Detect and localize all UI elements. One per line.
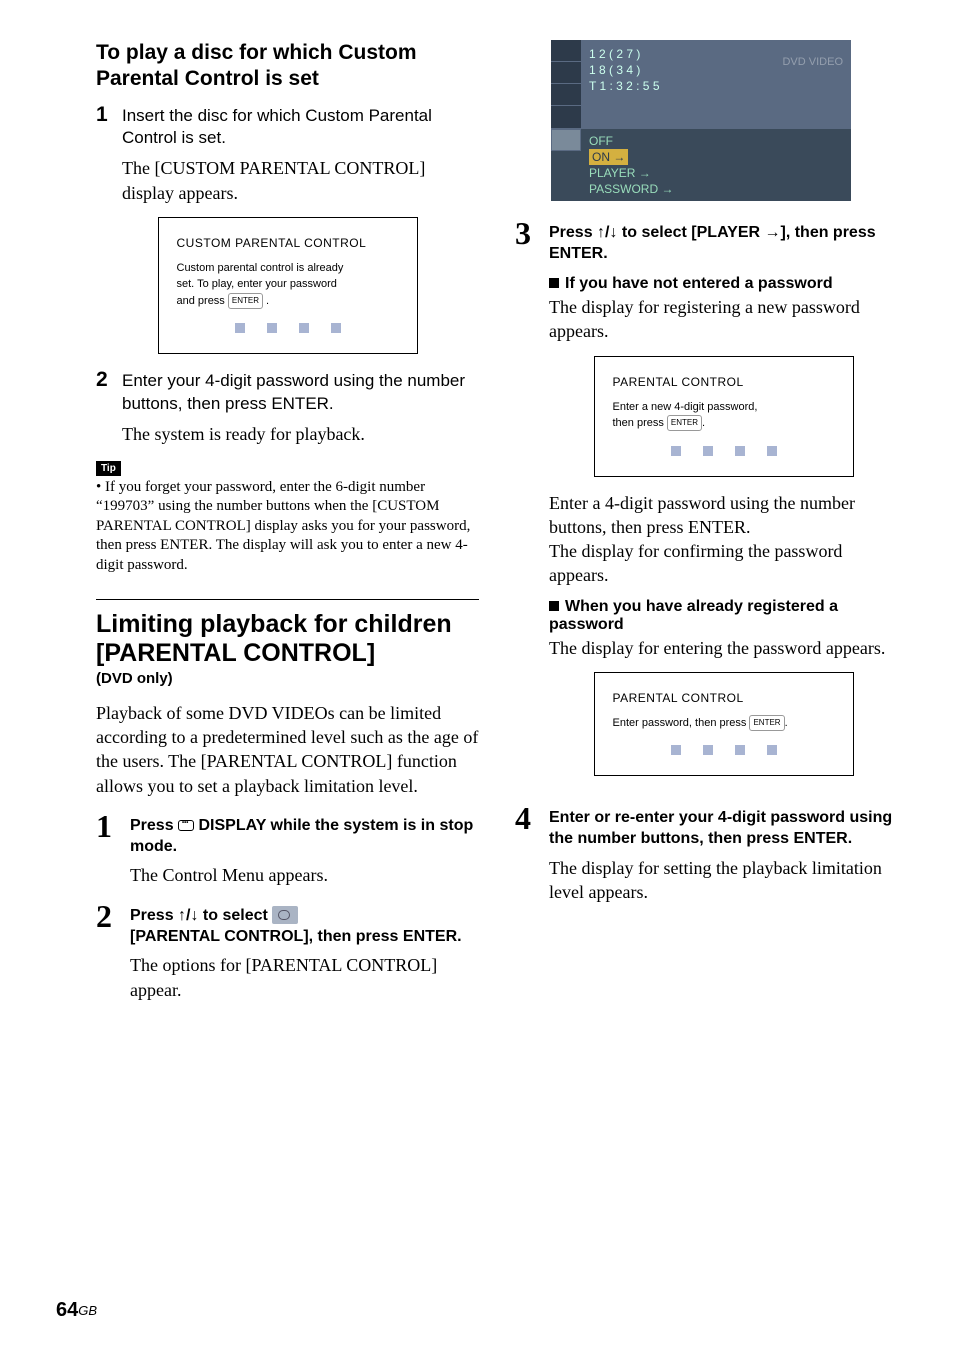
step-text: Press ↑/↓ to select [PLAYER →], then pre… — [549, 223, 898, 265]
step-text: Enter or re-enter your 4-digit password … — [549, 808, 898, 850]
dvd-only-label: (DVD only) — [96, 670, 479, 687]
tv-iconcol-sel — [551, 129, 581, 151]
display-button-icon — [178, 820, 194, 831]
osd-line: and press ENTER . — [177, 293, 399, 310]
tv-option: OFF — [589, 133, 841, 149]
osd-line: then press ENTER. — [613, 415, 835, 432]
tv-line: T 1 : 3 2 : 5 5 — [589, 78, 843, 94]
step-number: 2 — [96, 900, 122, 1002]
osd-title: PARENTAL CONTROL — [613, 375, 835, 389]
osd-title: PARENTAL CONTROL — [613, 691, 835, 705]
osd-line: set. To play, enter your password — [177, 276, 399, 293]
osd-line: Enter password, then press ENTER. — [613, 715, 835, 732]
step-number: 1 — [96, 103, 112, 205]
tv-iconcol — [551, 40, 581, 129]
osd-parental-enter: PARENTAL CONTROL Enter password, then pr… — [594, 672, 854, 777]
section-heading-custom-pc: To play a disc for which Custom Parental… — [96, 40, 479, 93]
step-text: Insert the disc for which Custom Parenta… — [122, 105, 479, 151]
page-number: 64GB — [56, 1299, 97, 1322]
step-result: The system is ready for playback. — [122, 422, 479, 446]
osd-title: CUSTOM PARENTAL CONTROL — [177, 236, 399, 250]
step-result: The Control Menu appears. — [130, 863, 479, 887]
osd-line: Enter a new 4-digit password, — [613, 399, 835, 416]
tv-control-menu: 1 2 ( 2 7 ) 1 8 ( 3 4 ) T 1 : 3 2 : 5 5 … — [551, 40, 851, 201]
dvd-video-label: DVD VIDEO — [782, 56, 843, 68]
step-number: 3 — [515, 217, 541, 790]
intro-paragraph: Playback of some DVD VIDEOs can be limit… — [96, 701, 479, 798]
tip-body: • If you forget your password, enter the… — [96, 478, 479, 576]
step-number: 4 — [515, 802, 541, 904]
section-heading-limiting: Limiting playback for children [PARENTAL… — [96, 610, 479, 668]
osd-custom-parental: CUSTOM PARENTAL CONTROL Custom parental … — [158, 217, 418, 355]
sub-body: The display for entering the password ap… — [549, 636, 898, 660]
password-dots — [177, 323, 399, 333]
step-result: The [CUSTOM PARENTAL CONTROL] display ap… — [122, 156, 479, 205]
sub-heading: When you have already registered a passw… — [549, 598, 898, 634]
step-result: The options for [PARENTAL CONTROL] appea… — [130, 953, 479, 1002]
sub-heading: If you have not entered a password — [549, 275, 898, 293]
password-dots — [613, 446, 835, 456]
sub-body: The display for registering a new passwo… — [549, 295, 898, 344]
enter-key-icon: ENTER — [228, 293, 263, 309]
step-number: 1 — [96, 810, 122, 888]
section-divider — [96, 599, 479, 600]
tip-label: Tip — [96, 461, 121, 476]
page-gb: GB — [78, 1303, 97, 1318]
paragraph: The display for confirming the password … — [549, 539, 898, 588]
step-text: Press DISPLAY while the system is in sto… — [130, 816, 479, 858]
paragraph: Enter a 4-digit password using the numbe… — [549, 491, 898, 540]
password-dots — [613, 745, 835, 755]
step-result: The display for setting the playback lim… — [549, 856, 898, 905]
tv-option-selected: ON → — [589, 149, 628, 165]
osd-line: Custom parental control is already — [177, 260, 399, 277]
step-text: Press ↑/↓ to select [PARENTAL CONTROL], … — [130, 906, 479, 948]
step-text: Enter your 4-digit password using the nu… — [122, 370, 479, 416]
enter-key-icon: ENTER — [749, 715, 784, 731]
parental-control-icon — [272, 906, 298, 924]
tv-option: PLAYER → — [589, 165, 841, 181]
osd-parental-new: PARENTAL CONTROL Enter a new 4-digit pas… — [594, 356, 854, 477]
tv-option: PASSWORD → — [589, 181, 841, 197]
enter-key-icon: ENTER — [667, 415, 702, 431]
step-number: 2 — [96, 368, 112, 446]
